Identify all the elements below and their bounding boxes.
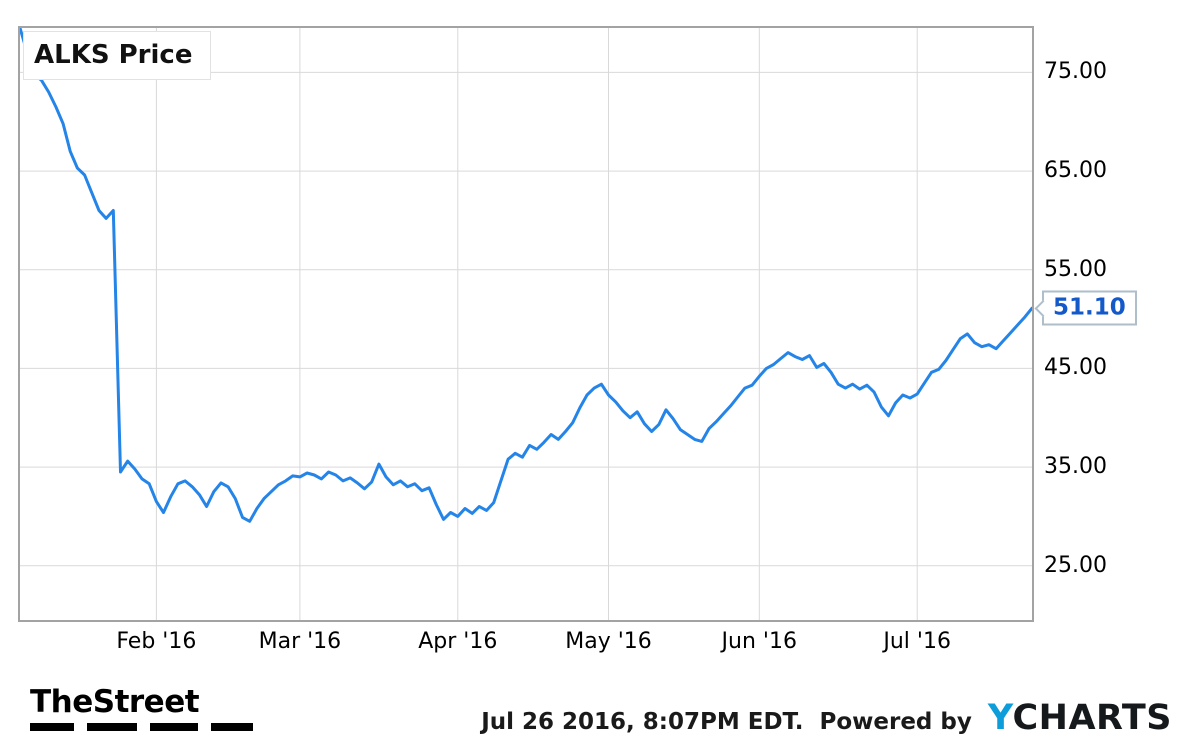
timestamp: Jul 26 2016, 8:07PM EDT. bbox=[481, 709, 804, 735]
ycharts-y: Y bbox=[987, 698, 1013, 738]
thestreet-wordmark: TheStreet bbox=[30, 684, 200, 720]
ycharts-charts: CHARTS bbox=[1012, 698, 1172, 738]
last-price-callout: 51.10 bbox=[1034, 290, 1137, 326]
last-price-value: 51.10 bbox=[1053, 294, 1126, 321]
y-axis-label: 75.00 bbox=[1044, 59, 1107, 85]
y-axis-label: 55.00 bbox=[1044, 256, 1107, 282]
price-chart-canvas bbox=[20, 28, 1032, 620]
bar-icon bbox=[211, 723, 253, 731]
y-axis-label: 35.00 bbox=[1044, 454, 1107, 480]
bar-icon bbox=[150, 723, 198, 731]
callout-notch-icon bbox=[1034, 299, 1052, 317]
price-chart: ALKS Price 51.10 bbox=[18, 26, 1137, 622]
ycharts-logo: YCHARTS bbox=[988, 698, 1172, 738]
y-axis-label: 45.00 bbox=[1044, 355, 1107, 381]
bar-icon bbox=[87, 723, 137, 731]
thestreet-bars-icon bbox=[30, 723, 253, 731]
price-line bbox=[20, 28, 1032, 523]
y-axis-label: 25.00 bbox=[1044, 552, 1107, 578]
powered-by-label: Powered by bbox=[819, 709, 972, 735]
x-axis-label: Apr '16 bbox=[418, 629, 498, 654]
thestreet-logo: TheStreet bbox=[30, 686, 253, 731]
y-axis-label: 65.00 bbox=[1044, 158, 1107, 184]
bar-icon bbox=[30, 723, 74, 731]
x-axis-label: Mar '16 bbox=[258, 629, 342, 654]
x-axis-label: Jul '16 bbox=[883, 629, 951, 654]
x-axis-label: Feb '16 bbox=[116, 629, 197, 654]
x-axis-label: Jun '16 bbox=[721, 629, 797, 654]
x-axis-label: May '16 bbox=[565, 629, 652, 654]
chart-title: ALKS Price bbox=[23, 31, 212, 80]
attribution: Jul 26 2016, 8:07PM EDT. Powered by YCHA… bbox=[481, 698, 1172, 738]
